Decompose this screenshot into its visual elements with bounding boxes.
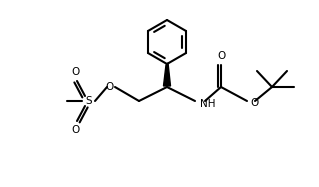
Text: O: O <box>71 125 79 135</box>
Text: O: O <box>250 98 258 108</box>
Polygon shape <box>164 63 170 86</box>
Text: O: O <box>71 67 79 77</box>
Text: O: O <box>217 51 225 61</box>
Text: S: S <box>86 96 92 106</box>
Text: O: O <box>106 82 114 92</box>
Text: NH: NH <box>200 99 216 109</box>
